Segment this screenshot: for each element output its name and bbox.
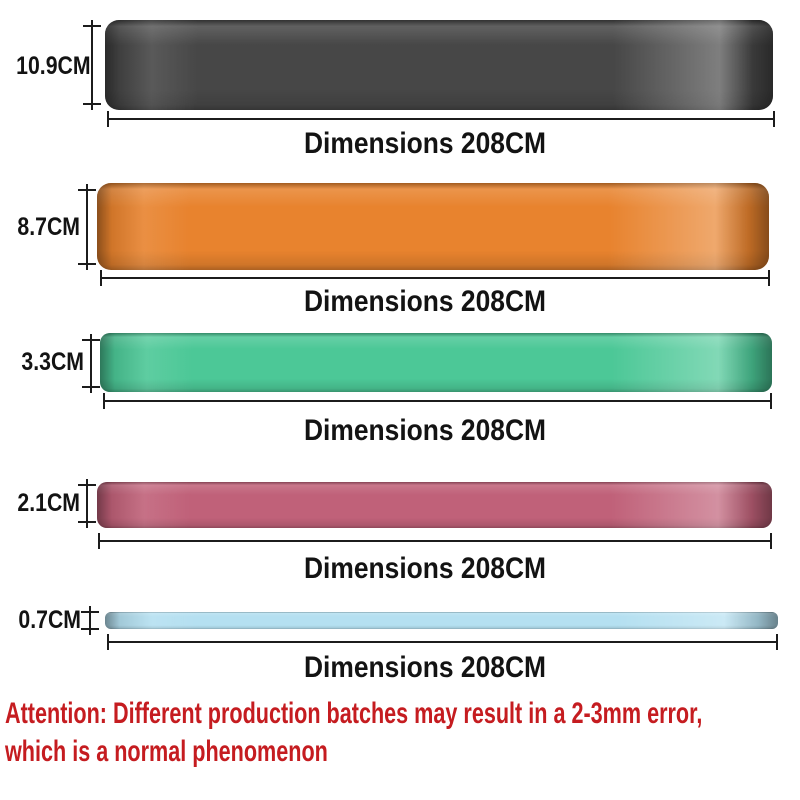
band-length-label-blue: Dimensions 208CM	[303, 651, 547, 684]
band-length-label-orange: Dimensions 208CM	[303, 285, 547, 318]
band-orange	[97, 183, 769, 270]
attention-note-line2: which is a normal phenomenon	[5, 735, 328, 768]
band-blue	[105, 612, 778, 629]
band-length-label-green: Dimensions 208CM	[303, 414, 547, 447]
length-measure-line-orange	[100, 270, 770, 286]
attention-note-line1: Attention: Different production batches …	[5, 697, 703, 730]
band-width-label-green: 3.3CM	[21, 348, 84, 376]
band-width-label-blue: 0.7CM	[18, 606, 81, 634]
attention-note: Attention: Different production batches …	[5, 695, 797, 771]
width-measure-line-black	[83, 20, 101, 110]
band-width-label-black: 10.9CM	[16, 52, 91, 80]
band-green	[100, 333, 772, 392]
length-measure-line-black	[107, 111, 775, 127]
band-width-label-orange: 8.7CM	[17, 213, 80, 241]
width-measure-line-green	[82, 334, 100, 393]
band-black	[105, 20, 773, 110]
band-width-label-pink: 2.1CM	[17, 489, 80, 517]
length-measure-line-blue	[107, 634, 778, 650]
band-length-label-black: Dimensions 208CM	[303, 127, 547, 160]
length-measure-line-green	[103, 393, 772, 409]
band-pink	[97, 482, 772, 528]
width-measure-line-blue	[81, 606, 99, 635]
width-measure-line-pink	[78, 479, 96, 528]
width-measure-line-orange	[78, 184, 96, 270]
length-measure-line-pink	[98, 533, 772, 549]
band-length-label-pink: Dimensions 208CM	[303, 552, 547, 585]
